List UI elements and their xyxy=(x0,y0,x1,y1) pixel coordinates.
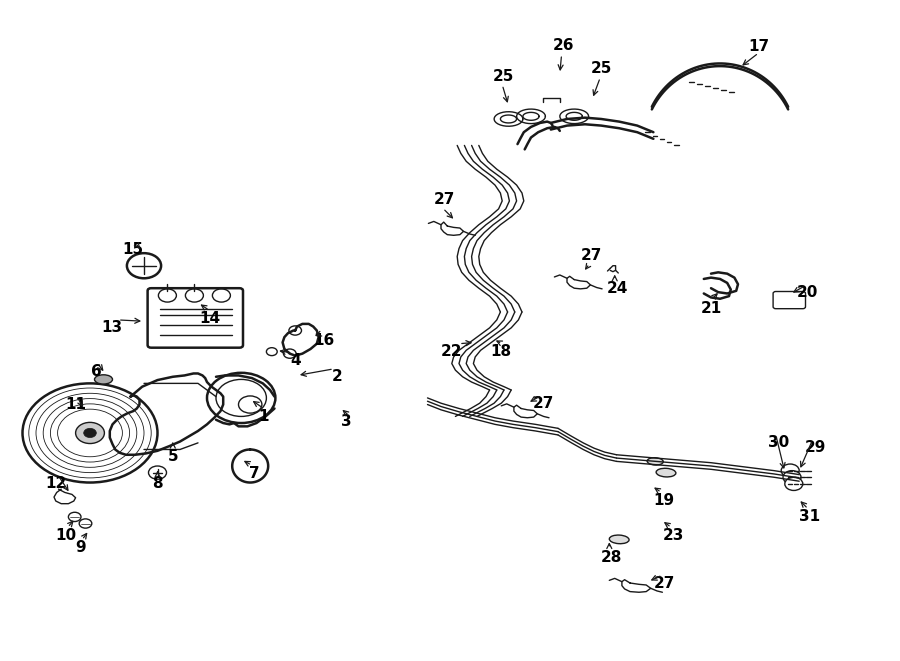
Text: 28: 28 xyxy=(600,550,622,564)
Circle shape xyxy=(289,326,302,335)
Text: 27: 27 xyxy=(580,248,602,262)
Circle shape xyxy=(76,422,104,444)
Text: 27: 27 xyxy=(533,396,554,410)
Circle shape xyxy=(781,464,799,477)
Text: 10: 10 xyxy=(55,528,76,543)
Text: 27: 27 xyxy=(653,576,675,591)
FancyBboxPatch shape xyxy=(148,288,243,348)
Circle shape xyxy=(785,477,803,490)
Text: 1: 1 xyxy=(258,409,269,424)
Circle shape xyxy=(79,519,92,528)
Text: 14: 14 xyxy=(199,311,220,326)
Circle shape xyxy=(266,348,277,356)
Ellipse shape xyxy=(647,457,663,465)
Ellipse shape xyxy=(609,535,629,544)
Text: 15: 15 xyxy=(122,243,144,257)
Ellipse shape xyxy=(94,375,112,384)
Text: 18: 18 xyxy=(491,344,512,359)
Text: 22: 22 xyxy=(441,344,463,359)
Text: 8: 8 xyxy=(152,477,163,491)
Text: 3: 3 xyxy=(341,414,352,429)
Ellipse shape xyxy=(656,468,676,477)
Text: 13: 13 xyxy=(101,320,122,334)
Text: 25: 25 xyxy=(590,61,612,76)
Text: 16: 16 xyxy=(313,333,335,348)
Circle shape xyxy=(68,512,81,522)
FancyBboxPatch shape xyxy=(773,292,806,309)
Text: 24: 24 xyxy=(607,281,628,295)
Text: 9: 9 xyxy=(75,540,86,555)
Circle shape xyxy=(783,471,801,484)
Text: 23: 23 xyxy=(662,528,684,543)
Text: 17: 17 xyxy=(748,39,770,54)
Circle shape xyxy=(148,466,166,479)
Text: 29: 29 xyxy=(805,440,826,455)
Text: 2: 2 xyxy=(332,369,343,384)
Text: 30: 30 xyxy=(768,436,789,450)
Circle shape xyxy=(284,349,296,358)
Text: 25: 25 xyxy=(492,69,514,84)
Text: 20: 20 xyxy=(796,286,818,300)
Circle shape xyxy=(127,253,161,278)
Text: 11: 11 xyxy=(65,397,86,412)
Text: 12: 12 xyxy=(45,477,67,491)
Text: 19: 19 xyxy=(653,493,675,508)
Text: 5: 5 xyxy=(167,449,178,463)
Text: 4: 4 xyxy=(290,353,301,368)
Circle shape xyxy=(84,428,96,438)
Text: 26: 26 xyxy=(553,38,574,53)
Text: 31: 31 xyxy=(799,510,821,524)
Text: 6: 6 xyxy=(91,364,102,379)
Text: 7: 7 xyxy=(249,466,260,481)
Text: 27: 27 xyxy=(434,192,455,207)
Text: 21: 21 xyxy=(700,301,722,315)
